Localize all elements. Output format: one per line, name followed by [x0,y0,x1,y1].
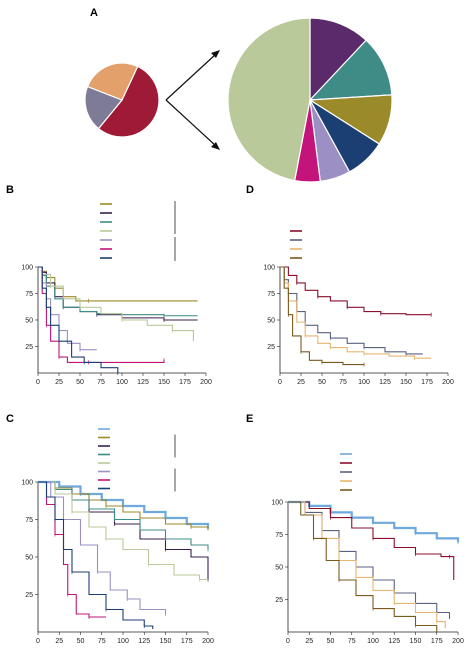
km-plot-e: 0 25 50 75 100 125 150 175 200 25 50 75 100 [271,453,464,645]
x-tick-label: 75 [348,638,356,645]
y-tick-label: 100 [21,480,33,487]
km-plot-b: 0 25 50 75 100 125 150 175 200 25 50 75 100 [21,201,212,386]
y-tick-label: 50 [275,565,283,572]
x-tick-label: 200 [202,638,214,645]
arrow-up-line [165,53,217,101]
y-tick-label: 50 [25,555,33,562]
x-tick-label: 50 [77,638,85,645]
y-tick-label: 25 [275,597,283,604]
km-plot-d: 0 25 50 75 100 125 150 175 200 25 50 75 100 [263,230,454,386]
panel-letter-c: C [6,413,14,425]
pie-slice [308,39,393,101]
x-tick-label: 25 [297,379,305,386]
survival-curve [38,266,198,317]
survival-curve [280,266,364,366]
x-tick-label: 150 [410,638,422,645]
arrow-up-head [211,50,220,58]
x-tick-label: 125 [379,379,391,386]
x-tick-label: 50 [76,379,84,386]
y-tick-label: 75 [25,291,33,298]
y-tick-label: 100 [271,500,283,507]
survival-curve [38,481,154,629]
x-tick-label: 150 [158,379,170,386]
y-tick-label: 75 [275,532,283,539]
x-tick-label: 0 [286,638,290,645]
pie-slice [309,17,367,102]
x-tick-label: 0 [36,379,40,386]
y-tick-label: 25 [25,344,33,351]
x-tick-label: 100 [358,379,370,386]
y-tick-label: 75 [267,291,275,298]
survival-curve [280,266,432,316]
survival-curve [288,501,438,632]
x-tick-label: 175 [431,638,443,645]
x-tick-label: 100 [117,638,129,645]
survival-curve [280,266,432,359]
x-tick-label: 125 [137,379,149,386]
x-tick-label: 125 [388,638,400,645]
survival-curve [38,266,198,302]
x-tick-label: 75 [97,379,105,386]
x-tick-label: 0 [36,638,40,645]
arrow-down-line [165,99,217,147]
survival-curve [38,266,194,342]
y-tick-label: 100 [21,265,33,272]
x-tick-label: 25 [55,638,63,645]
pie-expansion-arrows [165,50,220,150]
x-tick-label: 75 [98,638,106,645]
x-tick-label: 125 [138,638,150,645]
panel-letter-d: D [246,184,254,196]
x-tick-label: 175 [179,379,191,386]
survival-curve [288,501,455,580]
panel-letter-a: A [90,7,98,19]
y-tick-label: 25 [267,344,275,351]
survival-curve [38,481,208,581]
x-tick-label: 200 [442,379,454,386]
km-plot-c: 0 25 50 75 100 125 150 175 200 25 50 75 100 [21,428,214,645]
x-tick-label: 150 [160,638,172,645]
x-tick-label: 150 [400,379,412,386]
x-tick-label: 100 [367,638,379,645]
x-tick-label: 175 [421,379,433,386]
x-tick-label: 100 [116,379,128,386]
panel-letter-e: E [246,413,253,425]
x-tick-label: 175 [181,638,193,645]
x-tick-label: 200 [200,379,212,386]
survival-curve [288,501,451,619]
x-tick-label: 25 [55,379,63,386]
y-tick-label: 50 [25,318,33,325]
arrow-down-head [211,142,220,150]
pie-slice [84,85,123,130]
survival-curve [38,481,209,530]
y-tick-label: 100 [263,265,275,272]
y-tick-label: 25 [25,592,33,599]
x-tick-label: 50 [318,379,326,386]
panel-letter-b: B [6,184,14,196]
y-tick-label: 50 [267,318,275,325]
pie-chart-single-aca-types [227,17,393,183]
x-tick-label: 200 [452,638,464,645]
survival-curve [288,501,446,629]
survival-curve [38,266,198,321]
x-tick-label: 50 [327,638,335,645]
pie-slice [97,65,160,138]
survival-curve [38,266,97,351]
survival-curve [38,481,106,618]
pie-slice [86,62,139,101]
pie-chart-aca-count [84,62,160,138]
pie-slice [227,17,311,182]
y-tick-label: 75 [25,517,33,524]
x-tick-label: 0 [278,379,282,386]
x-tick-label: 25 [305,638,313,645]
x-tick-label: 75 [339,379,347,386]
